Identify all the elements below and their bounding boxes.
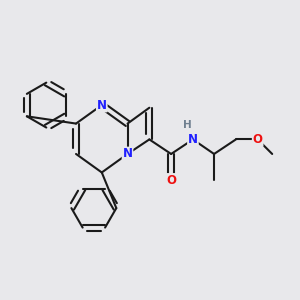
Text: N: N	[122, 148, 133, 160]
Text: H: H	[183, 120, 192, 130]
Text: N: N	[188, 133, 198, 146]
Text: O: O	[253, 133, 263, 146]
Text: N: N	[97, 99, 107, 112]
Text: O: O	[166, 174, 176, 187]
